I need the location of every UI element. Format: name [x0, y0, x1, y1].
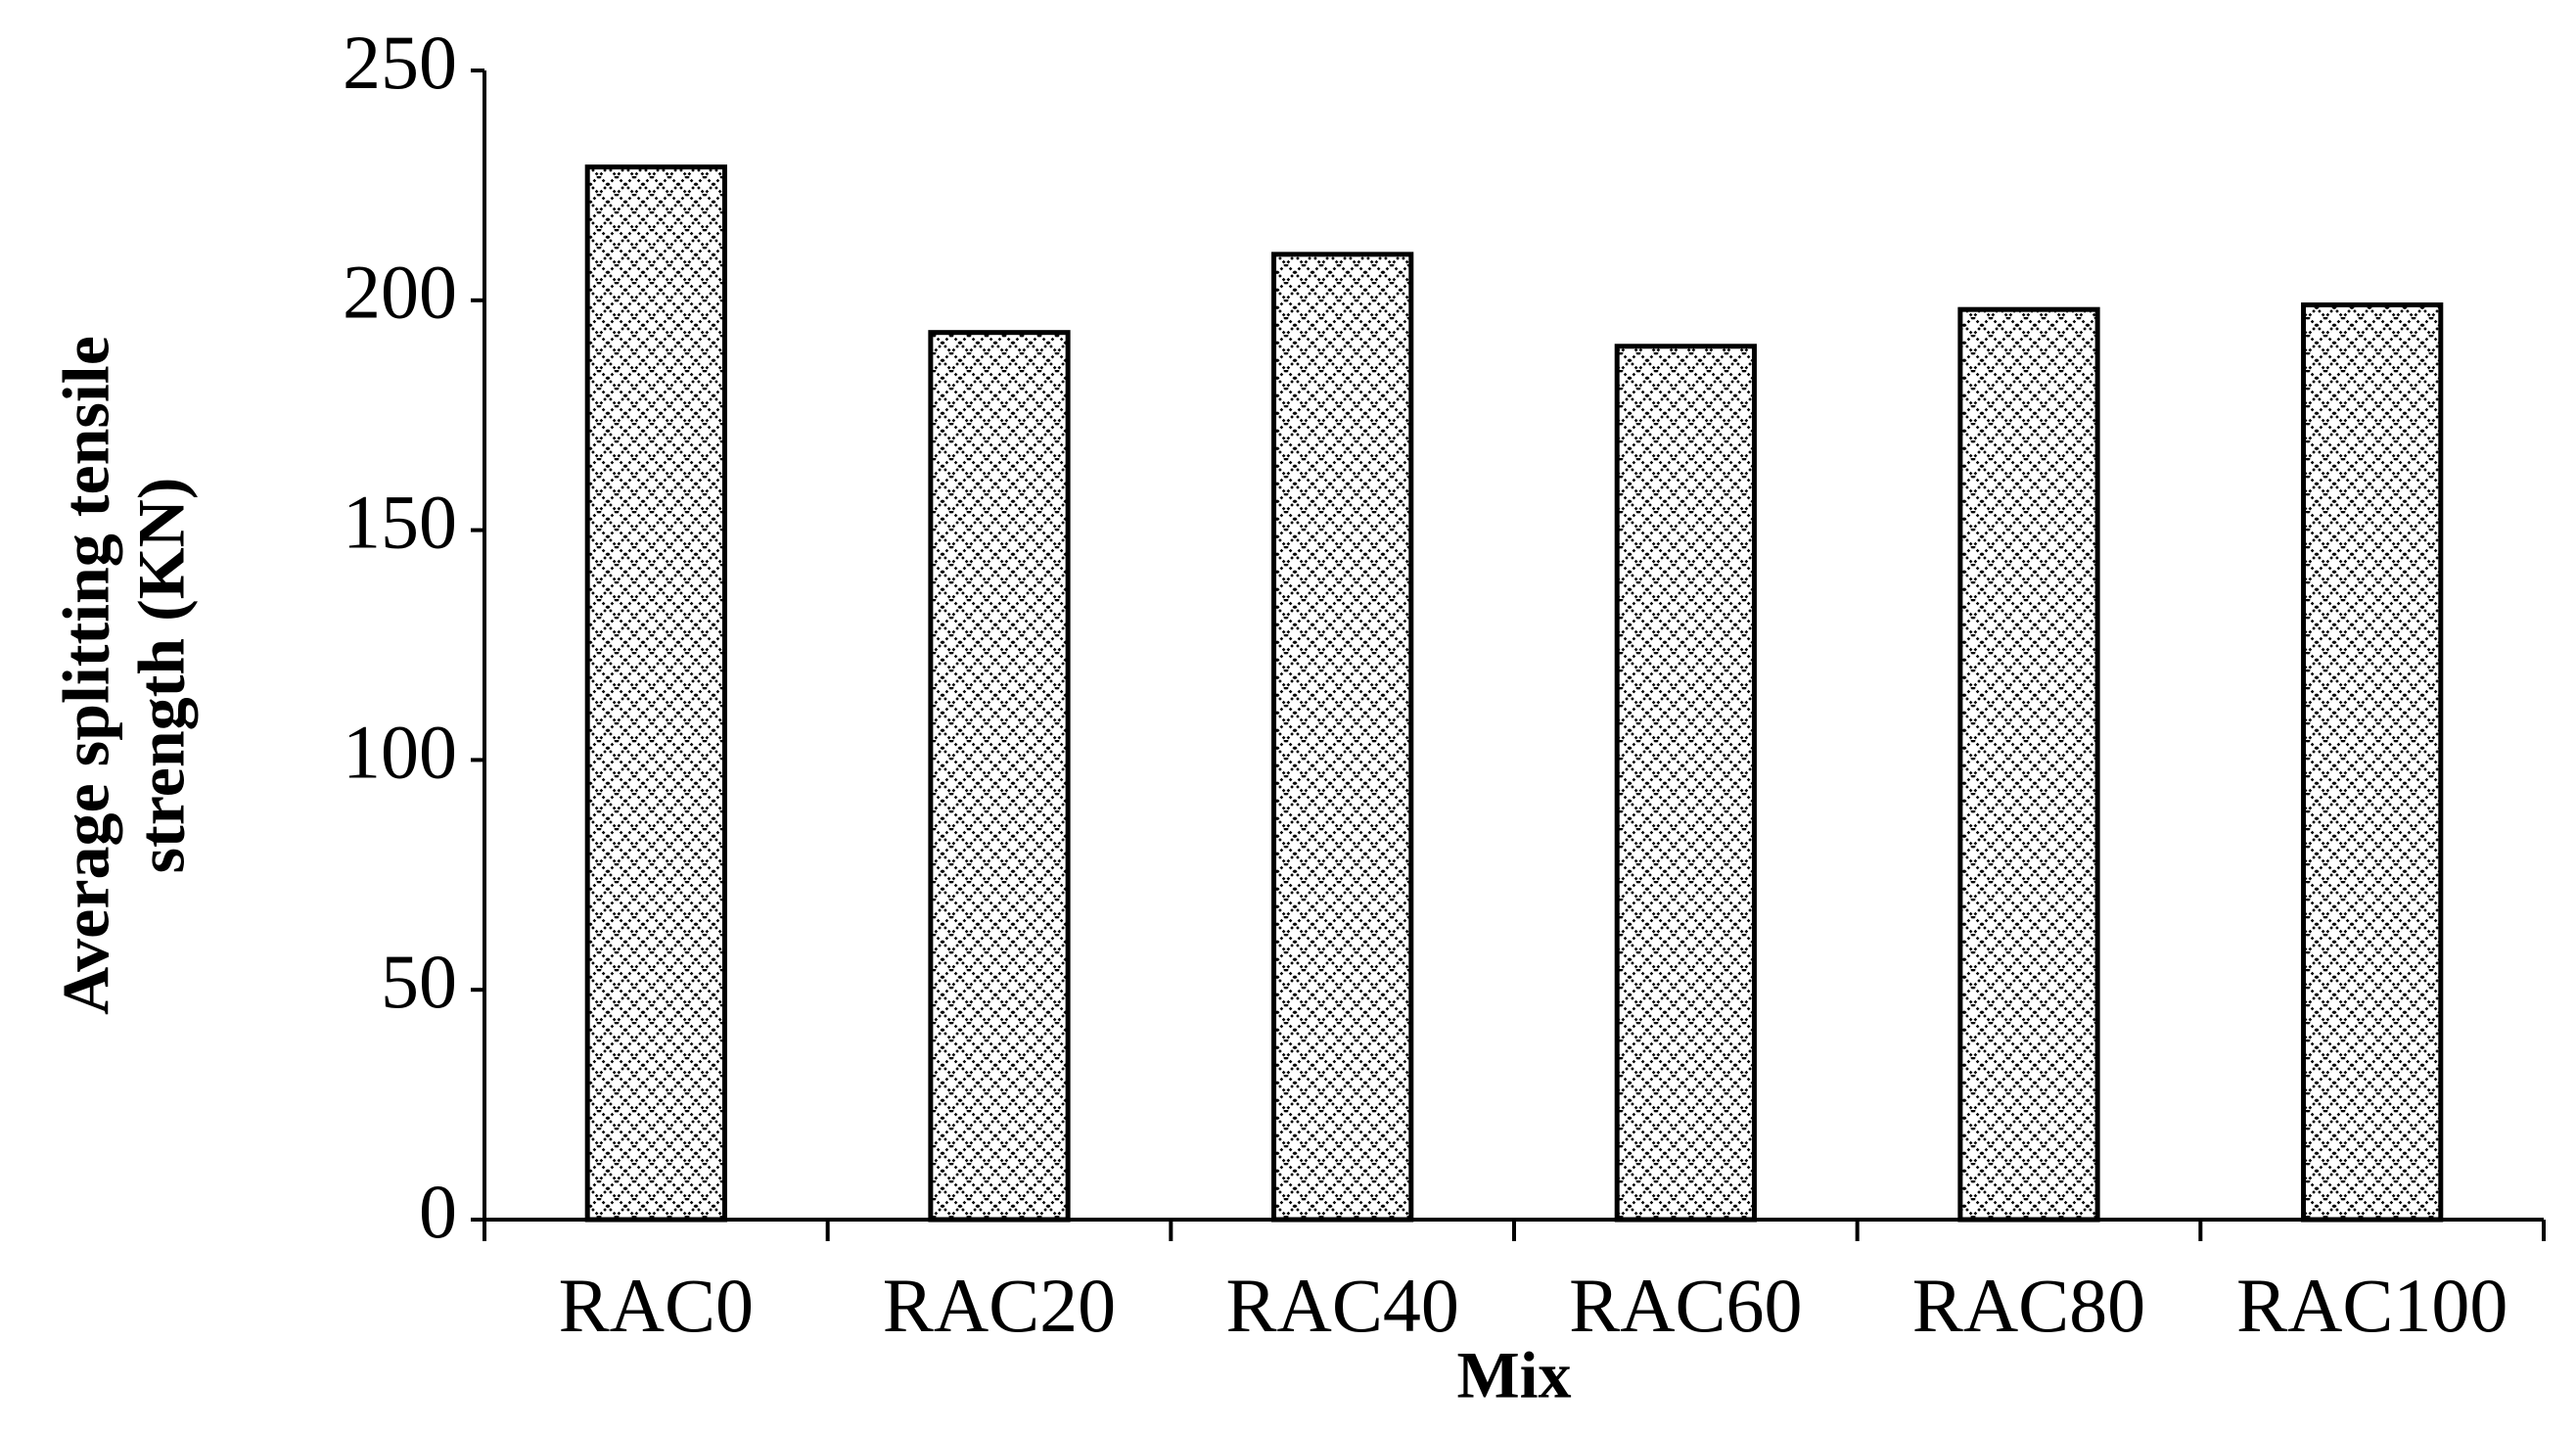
bar	[1271, 252, 1414, 1223]
y-tick-label: 50	[381, 939, 457, 1024]
x-tick-label: RAC60	[1569, 1263, 1802, 1348]
bar	[2301, 301, 2444, 1223]
bar	[1614, 344, 1757, 1223]
x-tick-label: RAC100	[2236, 1263, 2507, 1348]
y-tick-label: 0	[419, 1169, 457, 1254]
x-tick-label: RAC80	[1912, 1263, 2145, 1348]
bar	[1957, 306, 2100, 1223]
y-tick-label: 200	[343, 250, 457, 335]
bar	[928, 330, 1071, 1223]
y-axis-title: Average splitting tensile	[49, 336, 123, 1015]
y-tick-label: 100	[343, 709, 457, 794]
bar	[584, 164, 727, 1223]
x-tick-label: RAC0	[559, 1263, 754, 1348]
x-tick-label: RAC20	[883, 1263, 1116, 1348]
y-tick-label: 150	[343, 480, 457, 565]
x-axis-title: Mix	[1456, 1338, 1571, 1412]
y-tick-label: 250	[343, 20, 457, 105]
x-tick-label: RAC40	[1225, 1263, 1458, 1348]
y-axis-title: strength (KN)	[124, 478, 199, 874]
